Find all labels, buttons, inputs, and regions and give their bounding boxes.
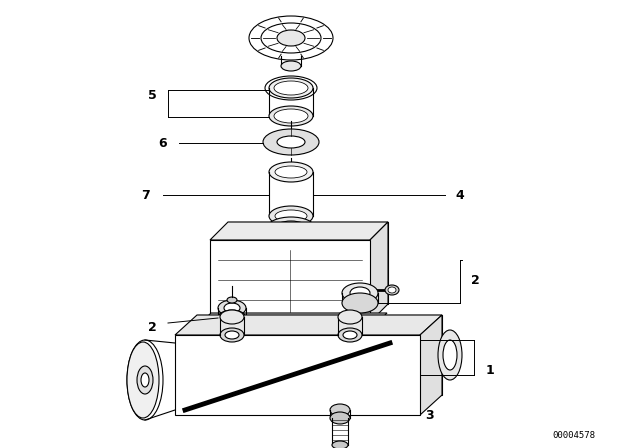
Ellipse shape	[269, 162, 313, 182]
Ellipse shape	[332, 441, 348, 448]
Ellipse shape	[127, 340, 163, 420]
Ellipse shape	[342, 283, 378, 303]
Text: 2: 2	[148, 320, 156, 333]
Ellipse shape	[218, 300, 246, 316]
Ellipse shape	[269, 78, 313, 98]
Polygon shape	[370, 222, 388, 322]
Ellipse shape	[218, 310, 246, 326]
Polygon shape	[210, 240, 370, 322]
Ellipse shape	[232, 348, 244, 356]
Polygon shape	[210, 222, 388, 240]
Polygon shape	[202, 322, 378, 334]
Ellipse shape	[342, 293, 378, 313]
Ellipse shape	[338, 328, 362, 342]
Polygon shape	[197, 315, 442, 395]
Ellipse shape	[438, 330, 462, 380]
Ellipse shape	[385, 285, 399, 295]
Ellipse shape	[330, 412, 350, 424]
Polygon shape	[175, 335, 420, 415]
Text: 2: 2	[470, 273, 479, 287]
Polygon shape	[420, 315, 442, 415]
Text: 00004578: 00004578	[552, 431, 595, 440]
Ellipse shape	[269, 106, 313, 126]
Ellipse shape	[388, 287, 396, 293]
Ellipse shape	[230, 353, 246, 363]
Ellipse shape	[220, 328, 244, 342]
Text: 6: 6	[159, 137, 167, 150]
Ellipse shape	[277, 136, 305, 148]
Ellipse shape	[227, 297, 237, 303]
Ellipse shape	[338, 310, 362, 324]
Ellipse shape	[127, 342, 159, 418]
Text: 4: 4	[456, 189, 465, 202]
Text: 7: 7	[141, 189, 149, 202]
Text: 3: 3	[426, 409, 435, 422]
Ellipse shape	[350, 287, 370, 299]
Text: 5: 5	[148, 89, 156, 102]
Ellipse shape	[269, 206, 313, 226]
Ellipse shape	[330, 404, 350, 416]
Ellipse shape	[267, 231, 315, 253]
Ellipse shape	[274, 81, 308, 95]
Ellipse shape	[343, 331, 357, 339]
Ellipse shape	[265, 76, 317, 100]
Ellipse shape	[275, 210, 307, 222]
Ellipse shape	[137, 366, 153, 394]
Ellipse shape	[267, 217, 315, 239]
Ellipse shape	[443, 340, 457, 370]
Ellipse shape	[277, 30, 305, 46]
Ellipse shape	[220, 310, 244, 324]
Ellipse shape	[249, 16, 333, 60]
Polygon shape	[228, 222, 388, 304]
Ellipse shape	[224, 303, 240, 313]
Ellipse shape	[263, 129, 319, 155]
Ellipse shape	[274, 109, 308, 123]
Ellipse shape	[281, 61, 301, 71]
Ellipse shape	[261, 23, 321, 53]
Ellipse shape	[141, 373, 149, 387]
Ellipse shape	[225, 331, 239, 339]
Ellipse shape	[275, 166, 307, 178]
Polygon shape	[175, 315, 442, 335]
Ellipse shape	[275, 221, 307, 235]
Text: 1: 1	[486, 363, 494, 376]
Polygon shape	[202, 313, 387, 322]
